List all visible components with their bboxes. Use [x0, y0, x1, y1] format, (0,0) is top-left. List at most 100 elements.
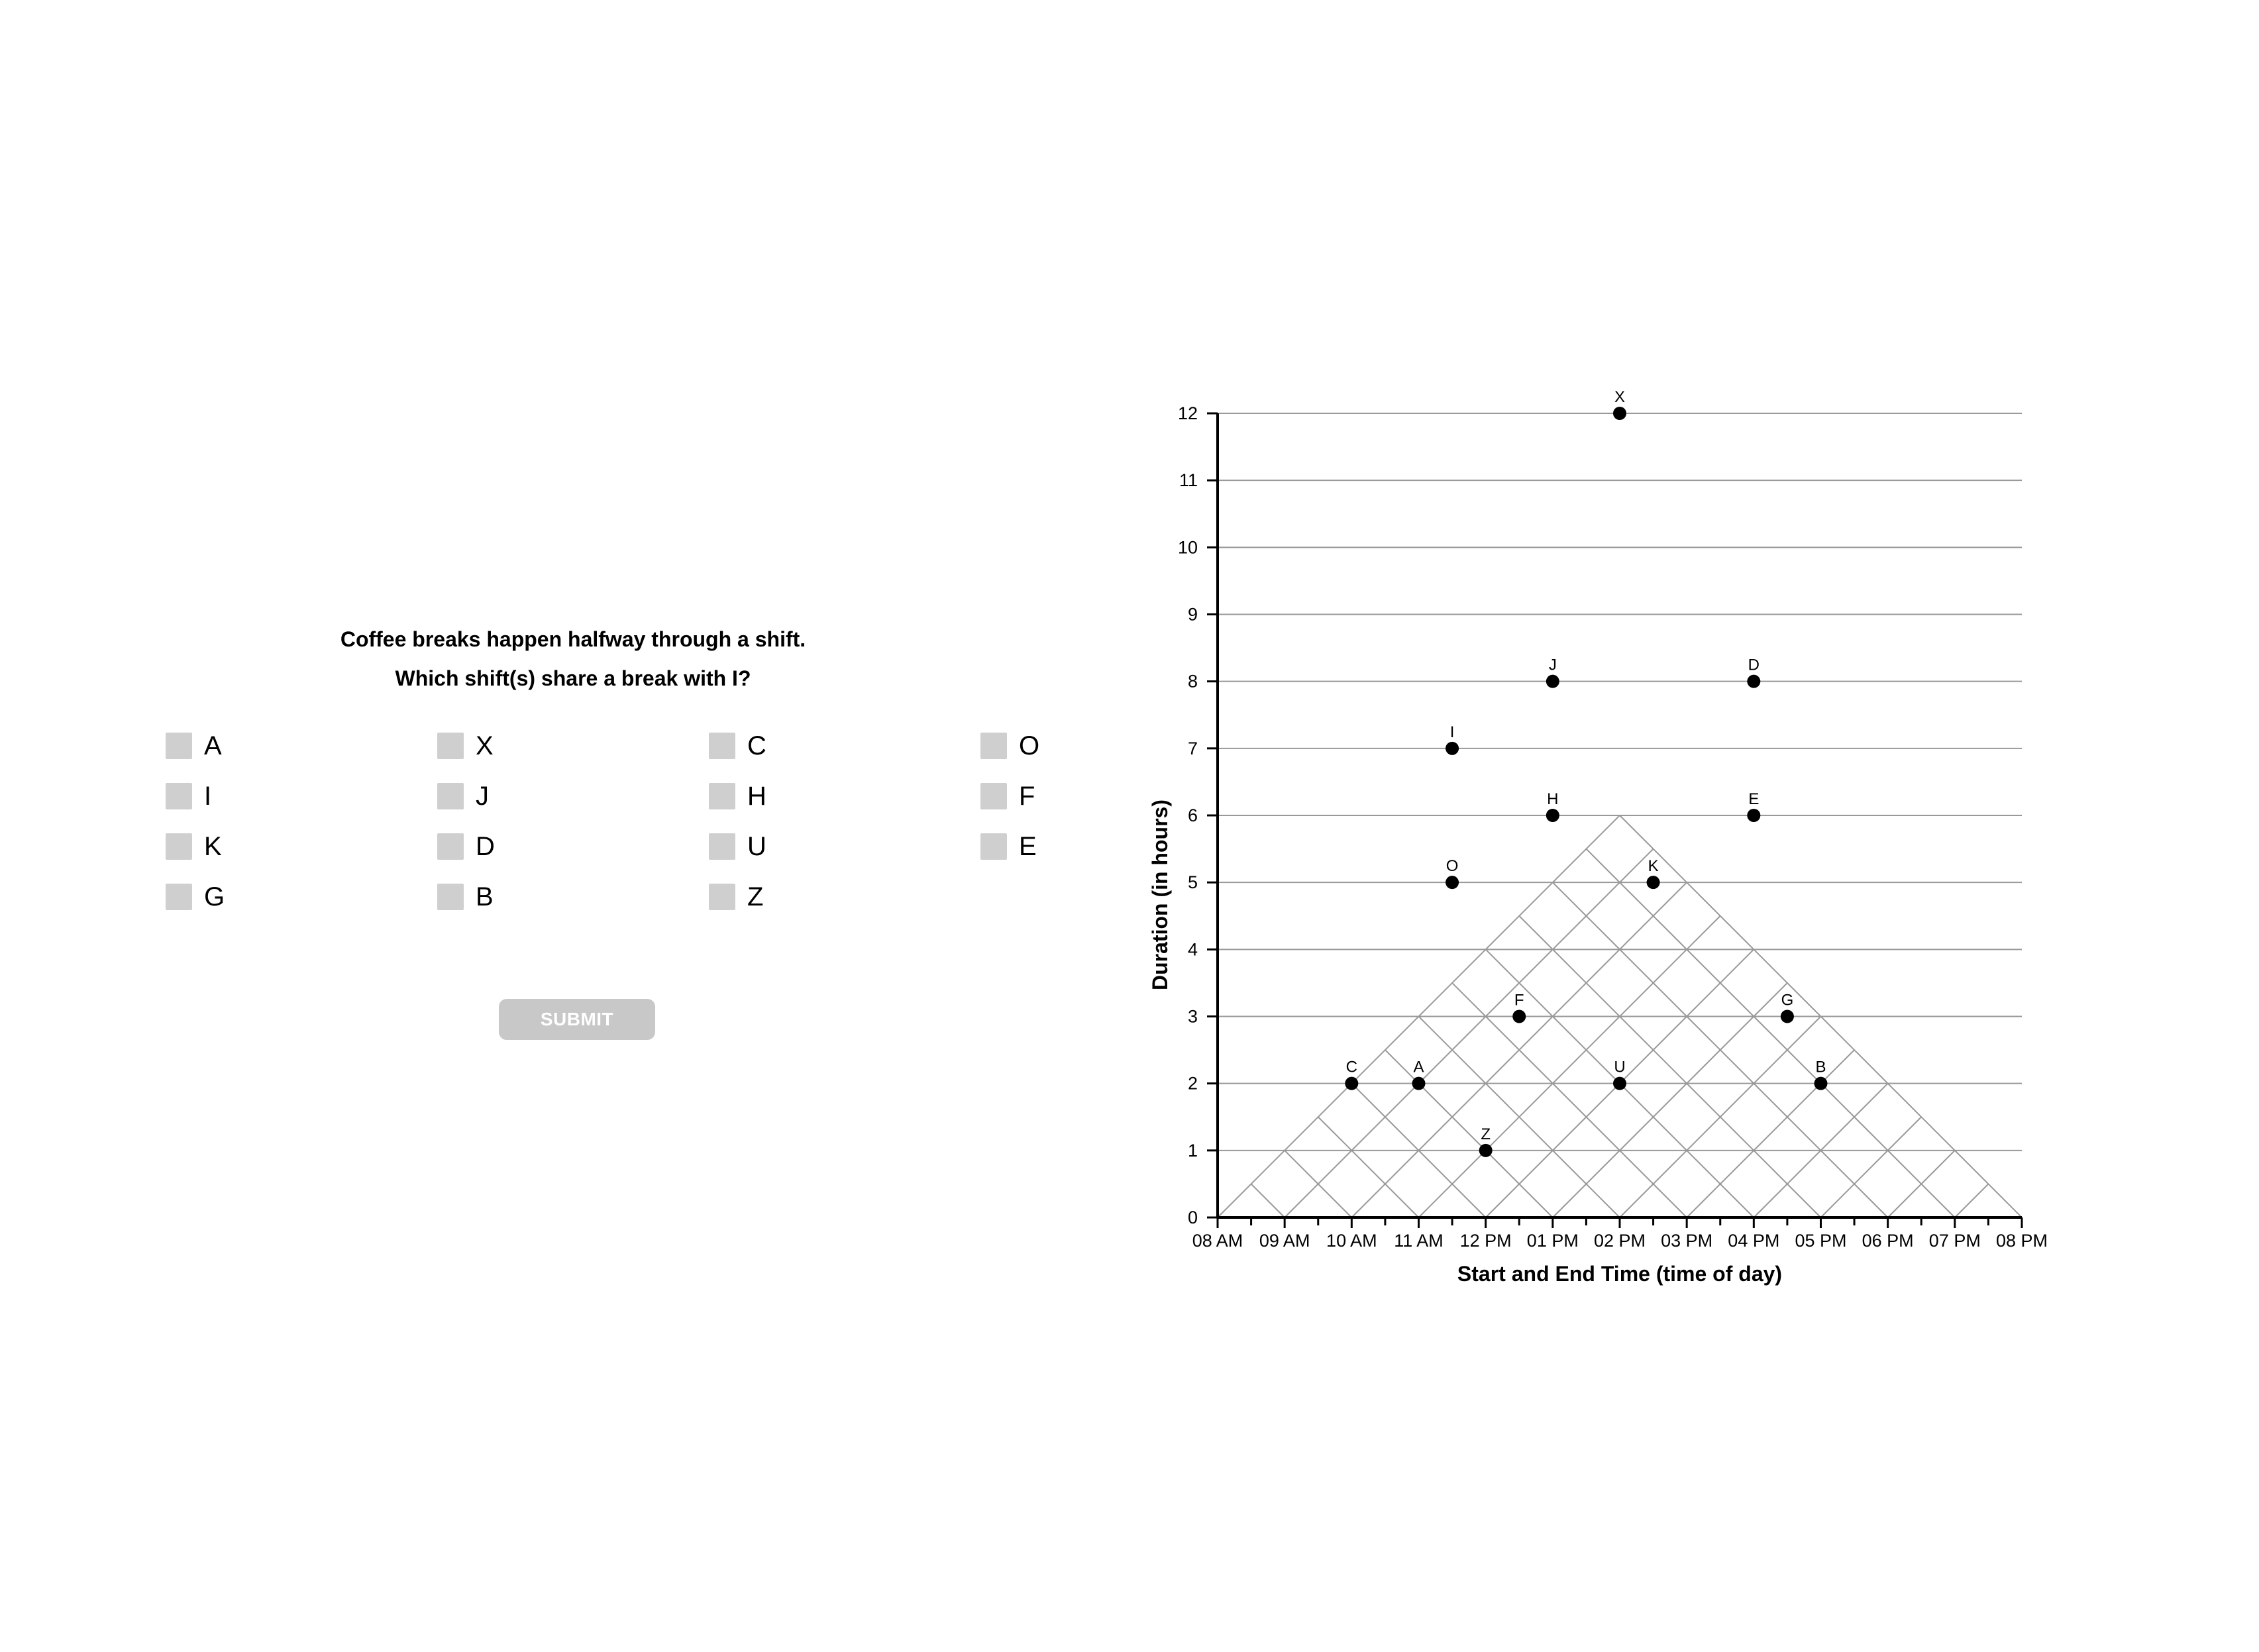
option-checkbox[interactable] [980, 833, 1007, 860]
option-checkbox[interactable] [709, 884, 735, 910]
point-label: Z [1481, 1125, 1491, 1143]
x-tick-label: 04 PM [1728, 1231, 1779, 1251]
data-point-b [1814, 1076, 1828, 1090]
diag-gridline [1351, 1082, 1487, 1218]
option-j[interactable]: J [437, 771, 709, 821]
diag-gridline [1284, 1150, 1353, 1218]
data-point-a [1412, 1076, 1426, 1090]
data-point-x [1613, 407, 1626, 420]
option-checkbox[interactable] [166, 783, 192, 809]
option-f[interactable]: F [980, 771, 1252, 821]
diag-gridline [1418, 1015, 1620, 1218]
option-label: I [204, 782, 212, 811]
data-point-g [1780, 1009, 1794, 1023]
option-label: O [1019, 731, 1040, 760]
diag-gridline [1552, 982, 1788, 1218]
option-checkbox[interactable] [166, 884, 192, 910]
data-point-h [1546, 809, 1559, 822]
question-line-2: Which shift(s) share a break with I? [395, 666, 751, 690]
option-checkbox[interactable] [437, 733, 464, 759]
y-tick-label: 11 [1179, 470, 1198, 490]
data-point-f [1512, 1009, 1526, 1023]
y-tick-label: 7 [1188, 739, 1198, 758]
chart-points: X J D I H E O K F G C A U B Z [1345, 388, 1828, 1157]
data-point-j [1546, 674, 1559, 688]
option-checkbox[interactable] [980, 783, 1007, 809]
x-tick-label: 10 AM [1326, 1231, 1377, 1251]
option-checkbox[interactable] [437, 783, 464, 809]
option-label: F [1019, 782, 1035, 811]
option-g[interactable]: G [166, 872, 437, 922]
option-z[interactable]: Z [709, 872, 980, 922]
option-checkbox[interactable] [709, 733, 735, 759]
x-tick-label: 02 PM [1594, 1231, 1646, 1251]
point-label: A [1413, 1058, 1424, 1076]
option-e[interactable]: E [980, 821, 1252, 872]
option-d[interactable]: D [437, 821, 709, 872]
option-c[interactable]: C [709, 721, 980, 771]
option-x[interactable]: X [437, 721, 709, 771]
point-label: H [1547, 790, 1558, 808]
x-tick-label: 12 PM [1460, 1231, 1512, 1251]
chart-grid [1217, 413, 2023, 1218]
y-tick-label: 1 [1188, 1141, 1198, 1161]
option-checkbox[interactable] [709, 833, 735, 860]
point-label: O [1446, 857, 1459, 875]
y-tick-label: 5 [1188, 872, 1198, 892]
y-tick-label: 10 [1178, 537, 1198, 557]
point-label: U [1614, 1058, 1625, 1076]
option-label: H [747, 782, 766, 811]
option-k[interactable]: K [166, 821, 437, 872]
y-tick-label: 4 [1188, 939, 1198, 959]
point-label: F [1514, 992, 1524, 1009]
diag-gridline [1451, 982, 1687, 1218]
submit-button[interactable]: SUBMIT [499, 999, 655, 1040]
y-tick-label: 8 [1188, 672, 1198, 692]
y-tick-label: 6 [1188, 805, 1198, 825]
x-tick-label: 11 AM [1394, 1231, 1444, 1251]
option-checkbox[interactable] [166, 733, 192, 759]
option-o[interactable]: O [980, 721, 1252, 771]
option-label: X [476, 731, 494, 760]
diag-gridline [1284, 848, 1654, 1218]
option-b[interactable]: B [437, 872, 709, 922]
option-checkbox[interactable] [437, 884, 464, 910]
option-label: D [476, 832, 495, 861]
option-label: A [204, 731, 222, 760]
option-u[interactable]: U [709, 821, 980, 872]
x-axis-title: Start and End Time (time of day) [1457, 1262, 1782, 1286]
diag-gridline [1552, 882, 1889, 1218]
y-tick-label: 9 [1188, 605, 1198, 625]
option-a[interactable]: A [166, 721, 437, 771]
point-label: D [1748, 656, 1760, 674]
data-point-i [1445, 741, 1459, 755]
x-tick-label: 01 PM [1527, 1231, 1579, 1251]
x-tick-label: 08 PM [1996, 1231, 2048, 1251]
diag-gridline [1518, 915, 1822, 1218]
point-label: K [1648, 857, 1659, 875]
point-label: G [1781, 992, 1794, 1009]
option-label: G [204, 882, 225, 911]
option-checkbox[interactable] [980, 733, 1007, 759]
data-point-k [1646, 876, 1660, 890]
option-label: B [476, 882, 494, 911]
point-label: I [1450, 723, 1455, 741]
point-label: J [1549, 656, 1557, 674]
answer-options: A X C O I J H F K D U E G B Z [166, 721, 1093, 922]
option-label: K [204, 832, 222, 861]
option-label: J [476, 782, 489, 811]
option-checkbox[interactable] [437, 833, 464, 860]
option-checkbox[interactable] [709, 783, 735, 809]
option-label: U [747, 832, 766, 861]
x-tick-label: 03 PM [1661, 1231, 1712, 1251]
y-axis-title: Duration (in hours) [1148, 800, 1172, 990]
option-checkbox[interactable] [166, 833, 192, 860]
data-point-u [1613, 1076, 1626, 1090]
option-h[interactable]: H [709, 771, 980, 821]
option-i[interactable]: I [166, 771, 437, 821]
point-label: B [1815, 1058, 1826, 1076]
y-tick-label: 0 [1188, 1208, 1198, 1227]
question-line-1: Coffee breaks happen halfway through a s… [340, 627, 806, 651]
data-point-d [1747, 674, 1761, 688]
diag-gridline [1585, 848, 1956, 1218]
